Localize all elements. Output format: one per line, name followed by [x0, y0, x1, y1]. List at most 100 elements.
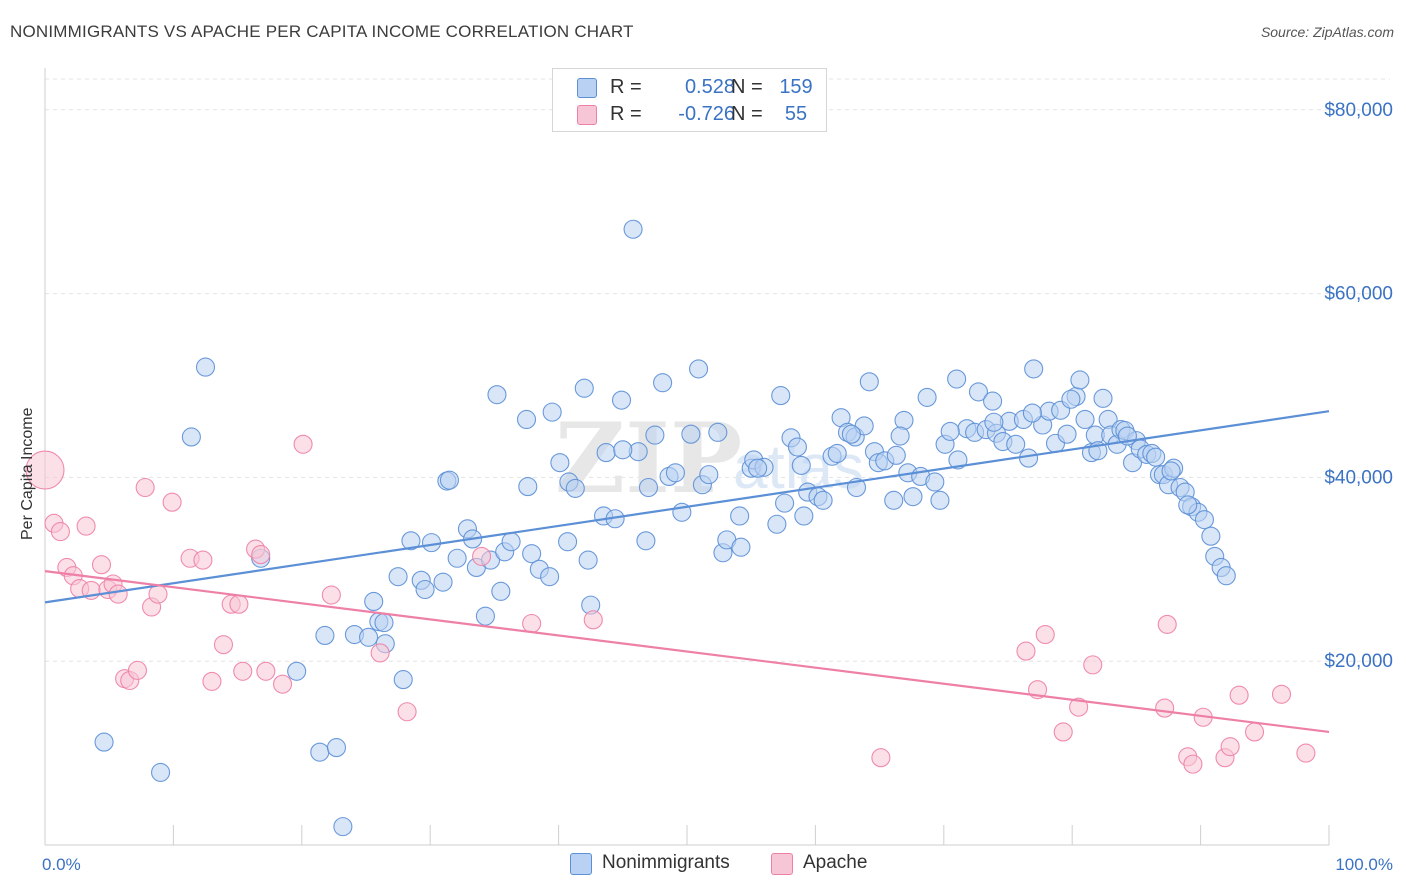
- nonimmigrants-point: [859, 372, 879, 392]
- legend-r-label: R =: [610, 76, 642, 98]
- nonimmigrants-point: [930, 490, 950, 510]
- apache-point: [1053, 722, 1073, 742]
- nonimmigrants-point: [1006, 434, 1026, 454]
- apache-point: [76, 516, 96, 536]
- nonimmigrants-point: [359, 627, 379, 647]
- legend-n-label: N =: [731, 103, 763, 125]
- nonimmigrants-point: [841, 424, 861, 444]
- legend-r-label: R =: [610, 103, 642, 125]
- nonimmigrants-point: [558, 532, 578, 552]
- nonimmigrants-point: [540, 567, 560, 587]
- apache-point: [1220, 737, 1240, 757]
- nonimmigrants-point: [1146, 447, 1166, 467]
- watermark-zip: ZIP: [555, 402, 742, 515]
- nonimmigrants-point: [1018, 448, 1039, 468]
- nonimmigrants-legend-swatch: [570, 853, 592, 875]
- nonimmigrants-point: [794, 506, 814, 526]
- apache-point: [293, 434, 313, 454]
- apache-point: [135, 477, 155, 498]
- nonimmigrants-point: [653, 373, 673, 393]
- apache-point: [251, 545, 271, 565]
- apache-point: [213, 635, 234, 655]
- chart-source: Source: ZipAtlas.com: [1260, 24, 1394, 40]
- nonimmigrants-point: [151, 762, 171, 782]
- y-tick-label: $40,000: [1324, 467, 1393, 488]
- apache-point: [1155, 698, 1175, 718]
- nonimmigrants-point: [1093, 388, 1113, 408]
- nonimmigrants-point: [487, 385, 507, 405]
- nonimmigrants-point: [578, 550, 598, 570]
- apache-point: [272, 674, 293, 694]
- apache-point: [472, 546, 492, 566]
- nonimmigrants-point: [787, 437, 807, 457]
- apache-point: [193, 550, 213, 570]
- nonimmigrants-point: [518, 477, 538, 497]
- apache-point: [202, 671, 222, 691]
- nonimmigrants-point: [522, 544, 542, 564]
- nonimmigrants-point: [542, 402, 562, 422]
- nonimmigrants-point: [775, 493, 795, 513]
- nonimmigrants-point: [94, 732, 114, 752]
- apache-legend-swatch: [771, 853, 793, 875]
- apache-point: [229, 594, 249, 614]
- nonimmigrants-point: [886, 445, 906, 465]
- nonimmigrants-point: [884, 490, 904, 510]
- nonimmigrants-point: [388, 567, 408, 587]
- nonimmigrants-point: [638, 477, 659, 498]
- nonimmigrants-point: [613, 440, 633, 460]
- nonimmigrants-point: [948, 450, 968, 470]
- nonimmigrants-point: [501, 532, 521, 552]
- apache-point: [108, 584, 128, 604]
- nonimmigrants-point: [968, 382, 989, 402]
- nonimmigrants-point: [791, 455, 811, 475]
- nonimmigrants-point: [1070, 370, 1090, 390]
- nonimmigrants-point: [374, 613, 394, 633]
- nonimmigrants-point: [1216, 566, 1236, 586]
- nonimmigrants-point: [894, 410, 914, 430]
- nonimmigrants-point: [310, 742, 330, 762]
- apache-point: [1035, 624, 1055, 645]
- nonimmigrants-point: [516, 409, 537, 430]
- apache-trend-line: [44, 570, 1330, 734]
- nonimmigrants-point: [415, 579, 435, 600]
- apache-point: [522, 613, 542, 634]
- nonimmigrants-point: [401, 531, 421, 551]
- y-tick-label: $80,000: [1324, 100, 1393, 121]
- apache-point: [370, 643, 390, 663]
- nonimmigrants-point: [1061, 389, 1081, 409]
- nonimmigrants-point: [947, 369, 967, 389]
- nonimmigrants-point: [731, 537, 751, 557]
- apache-point: [148, 584, 168, 604]
- nonimmigrants-point: [1075, 409, 1095, 430]
- nonimmigrants-point: [1194, 510, 1215, 530]
- apache-swatch: [577, 105, 597, 125]
- nonimmigrants-point: [645, 425, 665, 445]
- apache-point: [1157, 614, 1177, 634]
- apache-point: [256, 661, 276, 681]
- nonimmigrants-point: [925, 472, 945, 492]
- nonimmigrants-point: [767, 514, 787, 534]
- nonimmigrants-point: [491, 581, 511, 601]
- apache-point: [583, 610, 603, 630]
- nonimmigrants-point: [475, 606, 495, 626]
- apache-point: [871, 748, 891, 768]
- chart-title: NONIMMIGRANTS VS APACHE PER CAPITA INCOM…: [10, 22, 634, 41]
- nonimmigrants-point: [326, 738, 347, 758]
- nonimmigrants-point: [447, 548, 467, 568]
- apache-point: [1271, 684, 1292, 704]
- apache-point: [1229, 685, 1249, 705]
- apache-point: [233, 661, 253, 681]
- nonimmigrants-point: [699, 465, 719, 485]
- nonimmigrants-point: [623, 219, 643, 239]
- nonimmigrants-point: [433, 572, 453, 592]
- x-tick-label: 0.0%: [42, 855, 81, 874]
- stats-legend: R = 0.528 N = 159 R = -0.726 N = 55: [552, 68, 827, 132]
- apache-point: [1296, 743, 1316, 763]
- nonimmigrants-point: [748, 458, 768, 478]
- legend-n-value: 55: [784, 103, 808, 125]
- apache-point: [1083, 655, 1103, 675]
- nonimmigrants-point: [333, 817, 353, 837]
- nonimmigrants-point: [984, 412, 1004, 432]
- nonimmigrants-point: [940, 421, 960, 441]
